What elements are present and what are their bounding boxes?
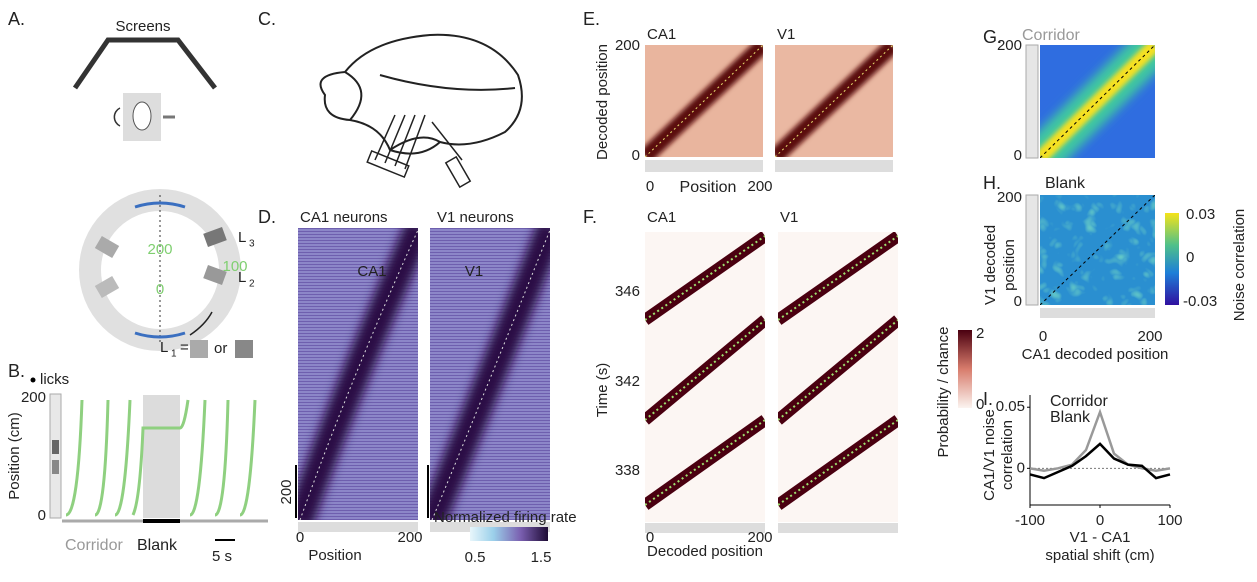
axis-label: position: [1001, 239, 1018, 291]
panel-b-art: [31, 378, 269, 541]
tick: 0: [38, 507, 46, 524]
colorbar-tick: 0.03: [1186, 206, 1215, 223]
label: or: [214, 340, 227, 357]
landmark-sub: 3: [249, 239, 255, 250]
label: Blank: [137, 537, 178, 554]
panel-label: D.: [258, 207, 276, 227]
landmark: L: [238, 269, 246, 286]
axis-label: Position (cm): [6, 412, 23, 500]
title: V1 neurons: [437, 209, 514, 226]
panel-d-heatmaps: [296, 225, 552, 541]
label: Screens: [115, 18, 170, 35]
tick: 200: [1137, 328, 1162, 345]
panel-e-heatmaps: [645, 45, 893, 172]
title: CA1: [647, 26, 676, 43]
tick: 0: [1039, 328, 1047, 345]
ring-label: 200: [147, 241, 172, 258]
colorbar-tick: 2: [976, 325, 984, 342]
landmark-sub: 2: [249, 279, 255, 290]
x-tick-label: 0: [1096, 512, 1104, 529]
axis-label: CA1/V1 noise: [981, 409, 998, 501]
axis-label: Position: [308, 547, 361, 564]
landmark: L: [160, 339, 168, 356]
x-tick-label: -100: [1015, 512, 1045, 529]
title: V1: [777, 26, 795, 43]
y-tick-label: 0: [1017, 459, 1025, 476]
panel-label: I.: [983, 389, 993, 409]
title: CA1 neurons: [300, 209, 388, 226]
scale-label: 5 s: [212, 548, 232, 565]
legend-label: Blank: [1050, 409, 1091, 426]
tick: 200: [747, 178, 772, 195]
tick: 338: [615, 462, 640, 479]
tick: 0: [632, 147, 640, 164]
panel-a-art: [75, 40, 253, 358]
tick: 200: [997, 37, 1022, 54]
tick: 200: [615, 37, 640, 54]
title: V1: [780, 209, 798, 226]
tick: 0: [1014, 293, 1022, 310]
title: Blank: [1045, 175, 1086, 192]
legend-label: Corridor: [1050, 393, 1108, 410]
tick: 200: [397, 529, 422, 546]
colorbar-label: Noise correlation: [1231, 209, 1248, 322]
title: CA1: [647, 209, 676, 226]
tick: 0: [646, 178, 654, 195]
landmark: L: [238, 229, 246, 246]
label: CA1: [357, 263, 386, 280]
x-tick-label: 100: [1157, 512, 1182, 529]
scale-label: 200: [278, 479, 295, 504]
colorbar-tick: 0.5: [465, 549, 486, 566]
colorbar-tick: -0.03: [1183, 293, 1217, 310]
colorbar-label: Normalized firing rate: [434, 509, 577, 526]
tick: 0: [296, 529, 304, 546]
axis-label: correlation: [999, 420, 1016, 490]
ring-label: 0: [156, 281, 164, 298]
tick: 342: [615, 373, 640, 390]
tick: 200: [21, 389, 46, 406]
axis-label: V1 - CA1: [1070, 529, 1131, 546]
tick: 200: [997, 189, 1022, 206]
panel-label: E.: [583, 9, 600, 29]
panel-label: F.: [583, 207, 597, 227]
axis-label: Time (s): [594, 363, 611, 417]
panel-label: B.: [8, 361, 25, 381]
tick: 346: [615, 283, 640, 300]
label: Corridor: [65, 537, 123, 554]
tick: 0: [1014, 147, 1022, 164]
legend: licks: [40, 371, 69, 388]
axis-label: Decoded position: [647, 543, 763, 560]
label: =: [180, 339, 189, 356]
panel-f-heatmaps: [645, 232, 972, 533]
label: V1: [465, 263, 483, 280]
panel-c-art: [321, 35, 522, 187]
axis-label: CA1 decoded position: [1022, 346, 1169, 363]
panel-label: C.: [258, 9, 276, 29]
title: Corridor: [1022, 27, 1080, 44]
axis-label: spatial shift (cm): [1045, 547, 1154, 564]
colorbar-tick: 1.5: [531, 549, 552, 566]
y-tick-label: 0.05: [996, 398, 1025, 415]
axis-label: Position: [680, 179, 737, 196]
colorbar-label: Probability / chance: [935, 327, 952, 458]
axis-label: V1 decoded: [982, 225, 999, 305]
landmark-sub: 1: [171, 349, 177, 360]
panel-label: A.: [8, 9, 25, 29]
series-line: [1030, 444, 1170, 478]
colorbar-tick: 0: [1186, 249, 1194, 266]
figure: A. Screens 200 100 0 L 3 L 2 L 1 = or B.…: [0, 0, 1257, 582]
axis-label: Decoded position: [594, 44, 611, 160]
